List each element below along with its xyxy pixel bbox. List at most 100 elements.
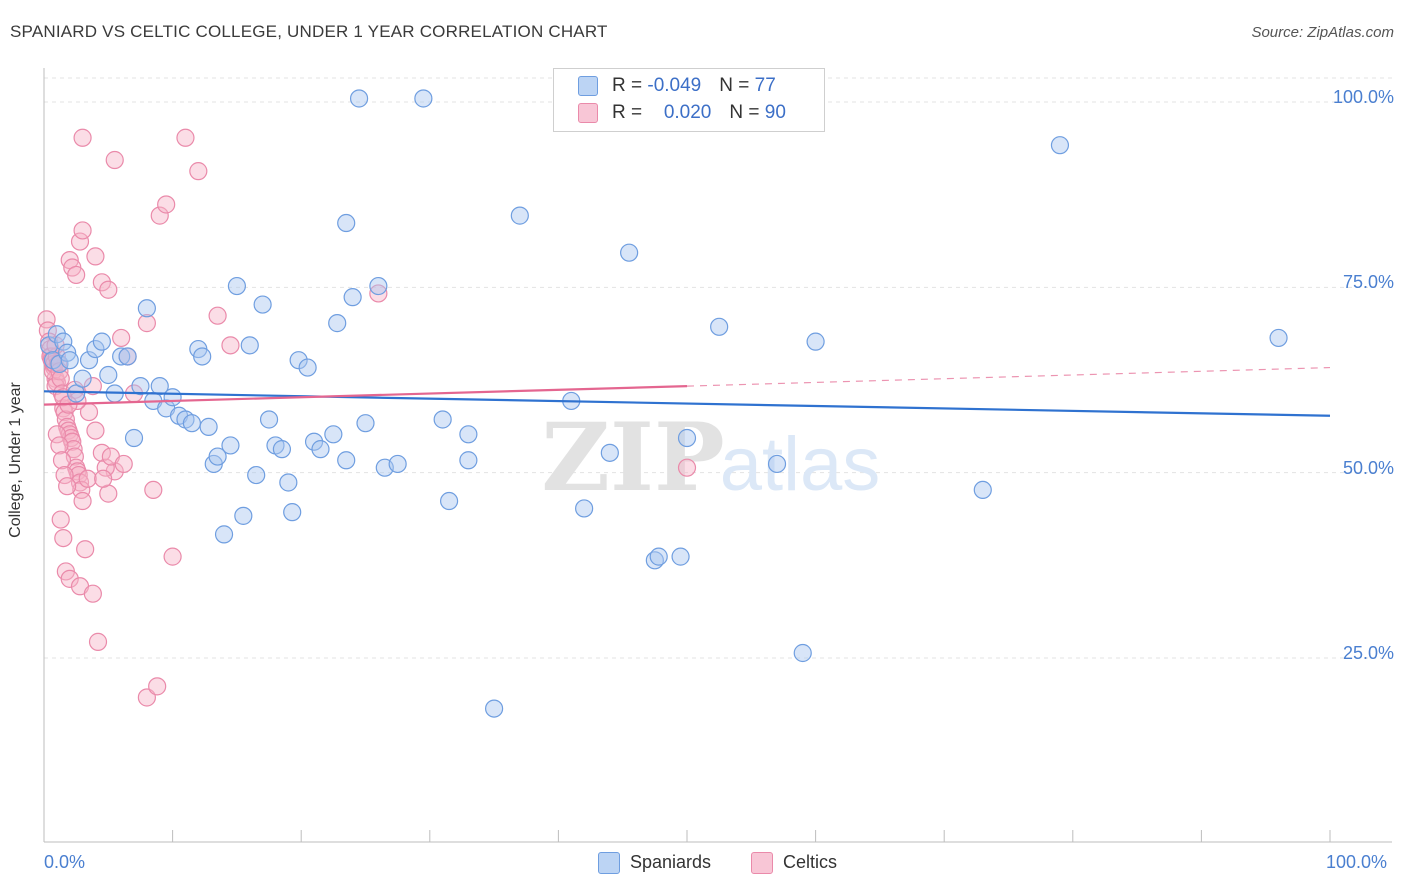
legend-n-value: 77: [754, 75, 776, 96]
spaniard-point: [283, 503, 302, 522]
bottom-legend-celtics: Celtics: [751, 852, 837, 875]
points-layer: [37, 89, 1288, 718]
celtic-point: [105, 150, 124, 170]
spaniard-point: [208, 447, 227, 466]
celtic-point: [50, 362, 69, 381]
watermark-atlas: atlas: [720, 422, 881, 507]
spaniard-point: [214, 525, 234, 544]
spaniard-point: [649, 547, 668, 566]
celtic-point: [54, 528, 73, 548]
celtic-point: [221, 336, 240, 355]
spaniard-point: [324, 425, 343, 444]
celtic-point: [64, 440, 83, 459]
spaniard-point: [131, 377, 150, 396]
celtic-point: [83, 584, 102, 603]
legend-r-value: 0.020: [663, 102, 712, 123]
spaniard-point: [99, 365, 118, 385]
celtic-point: [88, 632, 108, 651]
celtic-point: [150, 206, 169, 225]
bottom-legend-swatch-blue: [598, 852, 620, 875]
spaniard-point: [710, 317, 729, 336]
spaniard-point: [193, 347, 212, 366]
celtic-point: [56, 410, 75, 429]
celtic-point: [208, 306, 227, 325]
grid-layer: [44, 77, 1392, 659]
celtic-point: [86, 247, 105, 266]
spaniards-trend-line: [43, 390, 1331, 417]
spaniard-point: [60, 351, 79, 370]
spaniard-point: [349, 89, 369, 108]
celtic-point: [189, 162, 208, 181]
spaniard-point: [620, 243, 639, 262]
spaniard-point: [54, 332, 73, 351]
celtic-point: [55, 465, 74, 485]
spaniard-point: [311, 440, 330, 459]
spaniard-point: [234, 506, 253, 525]
spaniard-point: [793, 643, 812, 663]
celtic-point: [73, 128, 92, 147]
celtic-point: [148, 677, 167, 696]
watermark-zip: ZIP: [541, 403, 724, 513]
watermark: ZIP atlas: [541, 403, 880, 513]
legend: R = -0.049 N = 77 R = 0.020 N = 90: [553, 68, 825, 132]
spaniard-point: [806, 332, 825, 351]
y-tick-label: 25.0%: [1342, 643, 1394, 663]
spaniard-point: [414, 89, 433, 108]
legend-swatch-blue: [578, 75, 598, 96]
spaniard-point: [677, 428, 697, 448]
chart-title: SPANIARD VS CELTIC COLLEGE, UNDER 1 YEAR…: [10, 22, 608, 41]
x-tick-label-max: 100.0%: [1326, 852, 1388, 872]
celtic-point: [78, 469, 97, 488]
spaniard-point: [433, 410, 452, 429]
spaniard-point: [58, 343, 77, 362]
celtic-point: [51, 510, 70, 529]
x-tick-label-min: 0.0%: [44, 852, 86, 872]
celtic-point: [137, 688, 156, 707]
celtic-point: [157, 195, 176, 214]
spaniard-point: [328, 314, 347, 333]
spaniard-point: [298, 358, 317, 377]
celtic-point: [114, 454, 133, 474]
axis-layer: [43, 68, 1392, 843]
spaniard-point: [247, 465, 266, 485]
spaniard-point: [163, 388, 182, 407]
celtic-point: [69, 465, 88, 485]
celtic-point: [369, 284, 388, 303]
y-tick-label: 100.0%: [1332, 87, 1394, 107]
celtic-point: [677, 458, 697, 477]
celtic-point: [67, 265, 86, 285]
bottom-legend-swatch-pink: [751, 852, 773, 875]
spaniard-point: [92, 332, 111, 351]
spaniard-point: [150, 377, 169, 396]
spaniard-point: [112, 347, 131, 366]
source-label: Source: ZipAtlas.com: [1251, 24, 1394, 41]
spaniard-point: [337, 213, 356, 233]
legend-r-label: R =: [612, 102, 648, 123]
spaniard-point: [510, 206, 529, 225]
legend-row-spaniards: R = -0.049 N = 77: [578, 75, 776, 99]
spaniard-point: [1050, 136, 1070, 155]
spaniard-point: [973, 480, 992, 500]
celtic-point: [137, 314, 156, 333]
spaniard-point: [253, 295, 272, 314]
celtic-point: [163, 547, 182, 566]
y-tick-label: 50.0%: [1342, 457, 1394, 478]
celtic-point: [99, 280, 118, 299]
celtic-point: [73, 491, 92, 511]
celtic-point: [144, 480, 163, 500]
celtic-point: [58, 477, 77, 496]
spaniard-point: [369, 276, 388, 296]
celtics-trend-line-extension: [686, 366, 1331, 387]
spaniard-point: [73, 369, 92, 388]
spaniard-point: [279, 473, 298, 492]
spaniard-point: [221, 436, 240, 455]
celtic-point: [50, 436, 69, 455]
celtic-point: [70, 232, 90, 251]
spaniard-point: [272, 440, 292, 459]
spaniard-point: [459, 451, 478, 470]
spaniard-point: [304, 432, 324, 451]
celtic-point: [92, 443, 111, 462]
spaniard-point: [459, 425, 478, 444]
spaniard-point: [199, 417, 218, 436]
spaniard-point: [485, 699, 504, 718]
